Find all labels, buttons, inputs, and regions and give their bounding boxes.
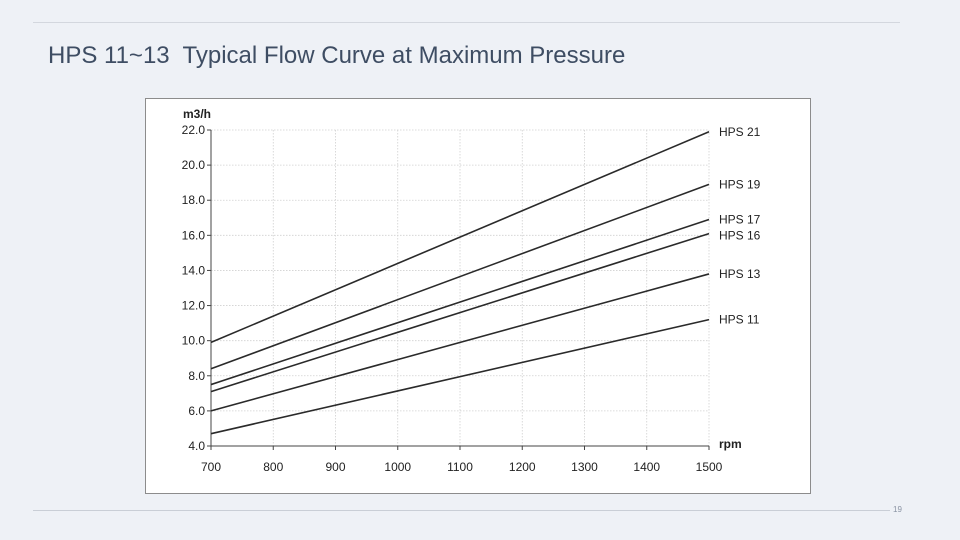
- y-tick-label: 4.0: [188, 439, 205, 453]
- top-divider: [33, 22, 900, 23]
- y-tick-label: 10.0: [182, 334, 206, 348]
- x-tick-label: 1200: [509, 460, 536, 474]
- x-tick-label: 1100: [447, 460, 473, 474]
- x-tick-label: 1500: [696, 460, 723, 474]
- x-tick-label: 1300: [571, 460, 598, 474]
- x-tick-label: 900: [325, 460, 345, 474]
- label-layer: 4.0 6.0 8.0 10.0 12.0 14.0 16.0 18.0 20.0 22.0 700…: [182, 107, 761, 474]
- series-label: HPS 21: [719, 125, 761, 139]
- y-tick-label: 6.0: [188, 404, 205, 418]
- series-label: HPS 13: [719, 267, 761, 281]
- series-line: [210, 183, 710, 370]
- x-tick-label: 700: [201, 460, 221, 474]
- series-label: HPS 17: [719, 213, 761, 227]
- axis-layer: [207, 129, 710, 450]
- y-tick-label: 14.0: [182, 263, 206, 277]
- series-label: HPS 16: [719, 229, 761, 243]
- series-label: HPS 19: [719, 177, 761, 191]
- series-line: [210, 273, 710, 412]
- series-line: [210, 232, 710, 393]
- flow-curve-chart: 4.0 6.0 8.0 10.0 12.0 14.0 16.0 18.0 20.0 22.0 700…: [145, 98, 811, 494]
- series-label: HPS 11: [719, 313, 760, 327]
- page-number: 19: [893, 505, 902, 514]
- slide-title: HPS 11~13 Typical Flow Curve at Maximum …: [48, 42, 626, 69]
- x-tick-label: 800: [263, 460, 283, 474]
- y-tick-label: 8.0: [188, 369, 205, 383]
- y-tick-label: 18.0: [182, 193, 206, 207]
- x-tick-label: 1400: [633, 460, 660, 474]
- grid-layer: [210, 129, 710, 447]
- bottom-divider: [33, 510, 890, 511]
- y-tick-label: 16.0: [182, 228, 206, 242]
- x-axis-label: rpm: [719, 437, 742, 451]
- chart-canvas: 4.0 6.0 8.0 10.0 12.0 14.0 16.0 18.0 20.0 22.0 700…: [182, 107, 761, 474]
- series-layer: [210, 131, 710, 435]
- x-tick-label: 1000: [384, 460, 411, 474]
- series-line: [210, 218, 710, 386]
- y-tick-label: 22.0: [182, 123, 206, 137]
- series-line: [210, 318, 710, 435]
- y-axis-label: m3/h: [183, 107, 211, 121]
- y-tick-label: 12.0: [182, 299, 206, 313]
- y-tick-label: 20.0: [182, 158, 206, 172]
- series-line: [210, 131, 710, 344]
